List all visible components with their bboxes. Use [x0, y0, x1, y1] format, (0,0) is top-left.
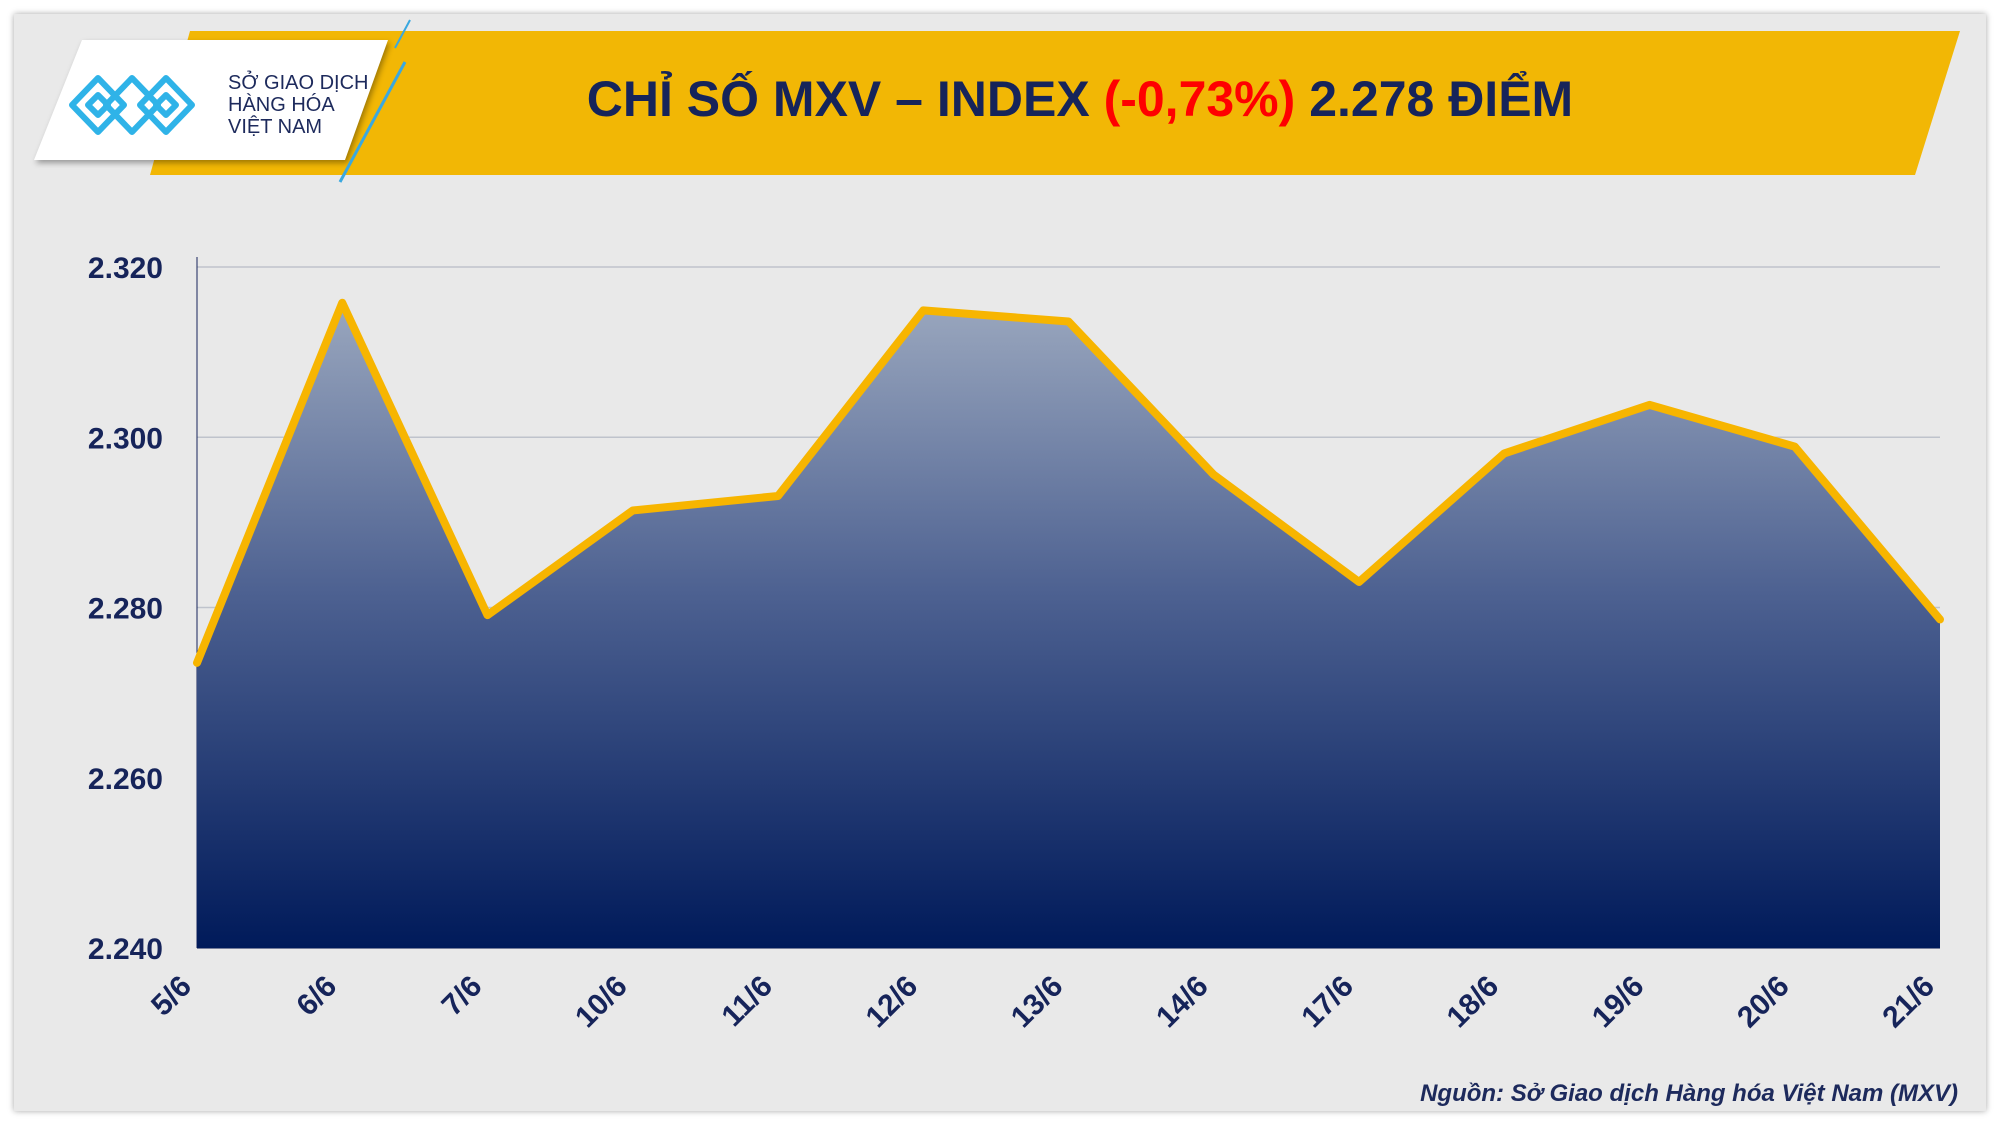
- title-change: (-0,73%): [1103, 71, 1296, 127]
- chart-title: CHỈ SỐ MXV – INDEX (-0,73%) 2.278 ĐIỂM: [390, 70, 1770, 128]
- y-tick-label: 2.260: [88, 763, 163, 796]
- y-tick-label: 2.280: [88, 593, 163, 626]
- y-tick-label: 2.300: [88, 422, 163, 455]
- y-tick-label: 2.320: [88, 252, 163, 285]
- logo-panel: [34, 40, 388, 160]
- x-tick-label: 17/6: [1295, 970, 1360, 1035]
- x-tick-label: 19/6: [1586, 970, 1651, 1035]
- x-tick-label: 14/6: [1150, 970, 1215, 1035]
- logo-line-1: SỞ GIAO DỊCH: [228, 72, 369, 94]
- x-tick-label: 6/6: [290, 970, 343, 1023]
- x-tick-label: 18/6: [1441, 970, 1506, 1035]
- logo-line-2: HÀNG HÓA: [228, 94, 335, 116]
- x-tick-label: 21/6: [1876, 970, 1941, 1035]
- logo-accent-line-2: [394, 19, 411, 49]
- logo-text: SỞ GIAO DỊCH HÀNG HÓA VIỆT NAM: [228, 72, 369, 138]
- y-tick-label: 2.240: [88, 933, 163, 966]
- title-suffix: 2.278 ĐIỂM: [1295, 71, 1574, 127]
- source-note: Nguồn: Sở Giao dịch Hàng hóa Việt Nam (M…: [1420, 1080, 1958, 1107]
- logo-line-3: VIỆT NAM: [228, 116, 323, 138]
- x-tick-label: 10/6: [569, 970, 634, 1035]
- mxv-logo-icon: [69, 75, 195, 135]
- x-tick-label: 5/6: [145, 970, 198, 1023]
- series-line: [193, 298, 1944, 667]
- x-tick-label: 11/6: [715, 970, 778, 1033]
- title-banner: [34, 19, 1960, 183]
- title-prefix: CHỈ SỐ MXV – INDEX: [586, 71, 1104, 127]
- x-tick-label: 12/6: [860, 970, 925, 1035]
- x-tick-label: 20/6: [1731, 970, 1796, 1035]
- x-tick-label: 13/6: [1005, 970, 1070, 1035]
- logo-accent-line: [338, 61, 407, 183]
- x-tick-label: 7/6: [436, 970, 489, 1023]
- area-fill: [197, 302, 1940, 948]
- banner-background: [150, 31, 1960, 175]
